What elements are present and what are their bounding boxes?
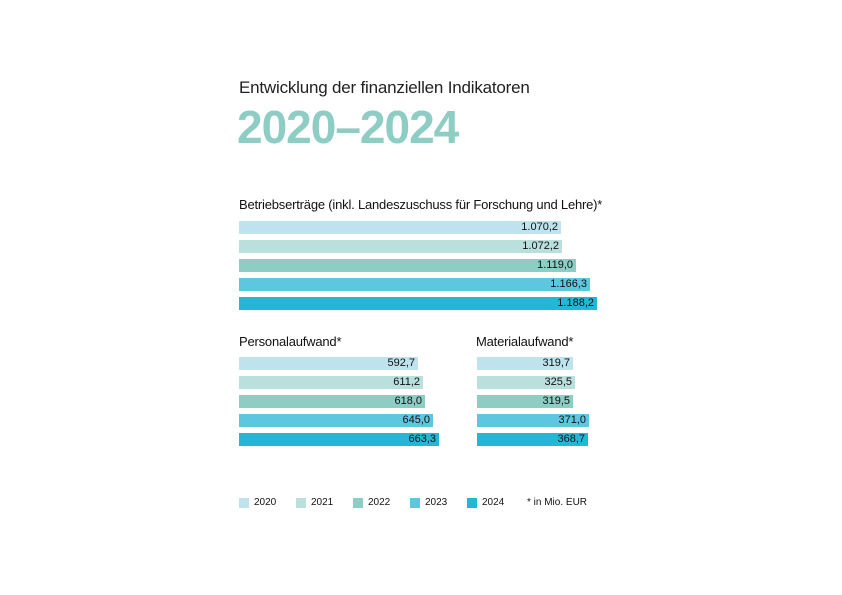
legend-swatch-2022 (353, 497, 363, 508)
bar-betriebsertraege-2022 (239, 259, 576, 272)
bar-materialaufwand-2022 (477, 395, 573, 408)
bar-label-materialaufwand-2023: 371,0 (558, 414, 586, 426)
bar-label-betriebsertraege-2021: 1.072,2 (522, 240, 559, 252)
bar-label-materialaufwand-2024: 368,7 (557, 433, 585, 445)
bar-personalaufwand-2020 (239, 357, 418, 370)
footnote-unit: * in Mio. EUR (527, 497, 588, 508)
bar-label-materialaufwand-2021: 325,5 (544, 376, 572, 388)
legend-swatch-2020 (239, 497, 249, 508)
bar-betriebsertraege-2020 (239, 221, 561, 234)
legend-swatch-2024 (467, 497, 477, 508)
chart-headline: 2020–2024 (237, 101, 459, 153)
bar-label-personalaufwand-2021: 611,2 (393, 376, 420, 388)
bar-materialaufwand-2024 (477, 433, 588, 446)
bar-label-materialaufwand-2020: 319,7 (542, 357, 570, 369)
bar-materialaufwand-2021 (477, 376, 575, 389)
bar-betriebsertraege-2021 (239, 240, 562, 253)
legend-swatch-2021 (296, 497, 306, 508)
bar-personalaufwand-2022 (239, 395, 425, 408)
bar-label-personalaufwand-2020: 592,7 (387, 357, 415, 369)
bar-label-betriebsertraege-2024: 1.188,2 (557, 297, 594, 309)
legend-item-2024: 2024 (467, 497, 524, 508)
bar-label-personalaufwand-2023: 645,0 (402, 414, 430, 426)
legend-item-2022: 2022 (353, 497, 410, 508)
bar-betriebsertraege-2024 (239, 297, 597, 310)
bar-personalaufwand-2023 (239, 414, 433, 427)
bar-label-betriebsertraege-2022: 1.119,0 (537, 259, 573, 271)
section-title-materialaufwand: Materialaufwand* (476, 334, 574, 349)
legend-item-2021: 2021 (296, 497, 353, 508)
bar-materialaufwand-2023 (477, 414, 589, 427)
bar-betriebsertraege-2023 (239, 278, 590, 291)
bar-label-betriebsertraege-2023: 1.166,3 (550, 278, 587, 290)
legend-label-2023: 2023 (425, 497, 448, 508)
bar-label-materialaufwand-2022: 319,5 (542, 395, 570, 407)
legend-swatch-2023 (410, 497, 420, 508)
bar-personalaufwand-2021 (239, 376, 423, 389)
bar-label-personalaufwand-2022: 618,0 (394, 395, 422, 407)
legend-label-2024: 2024 (482, 497, 505, 508)
legend-label-2021: 2021 (311, 497, 334, 508)
legend-label-2020: 2020 (254, 497, 277, 508)
legend-item-2023: 2023 (410, 497, 467, 508)
section-title-betriebsertraege: Betriebserträge (inkl. Landeszuschuss fü… (239, 197, 603, 212)
section-title-personalaufwand: Personalaufwand* (239, 334, 342, 349)
legend-item-2020: 2020 (239, 497, 296, 508)
bar-personalaufwand-2024 (239, 433, 439, 446)
legend: 2020 2021 2022 2023 2024 (239, 497, 524, 508)
bar-label-betriebsertraege-2020: 1.070,2 (521, 221, 558, 233)
bar-label-personalaufwand-2024: 663,3 (408, 433, 436, 445)
legend-label-2022: 2022 (368, 497, 391, 508)
bar-materialaufwand-2020 (477, 357, 573, 370)
chart-subtitle: Entwicklung der finanziellen Indikatoren (239, 78, 530, 97)
